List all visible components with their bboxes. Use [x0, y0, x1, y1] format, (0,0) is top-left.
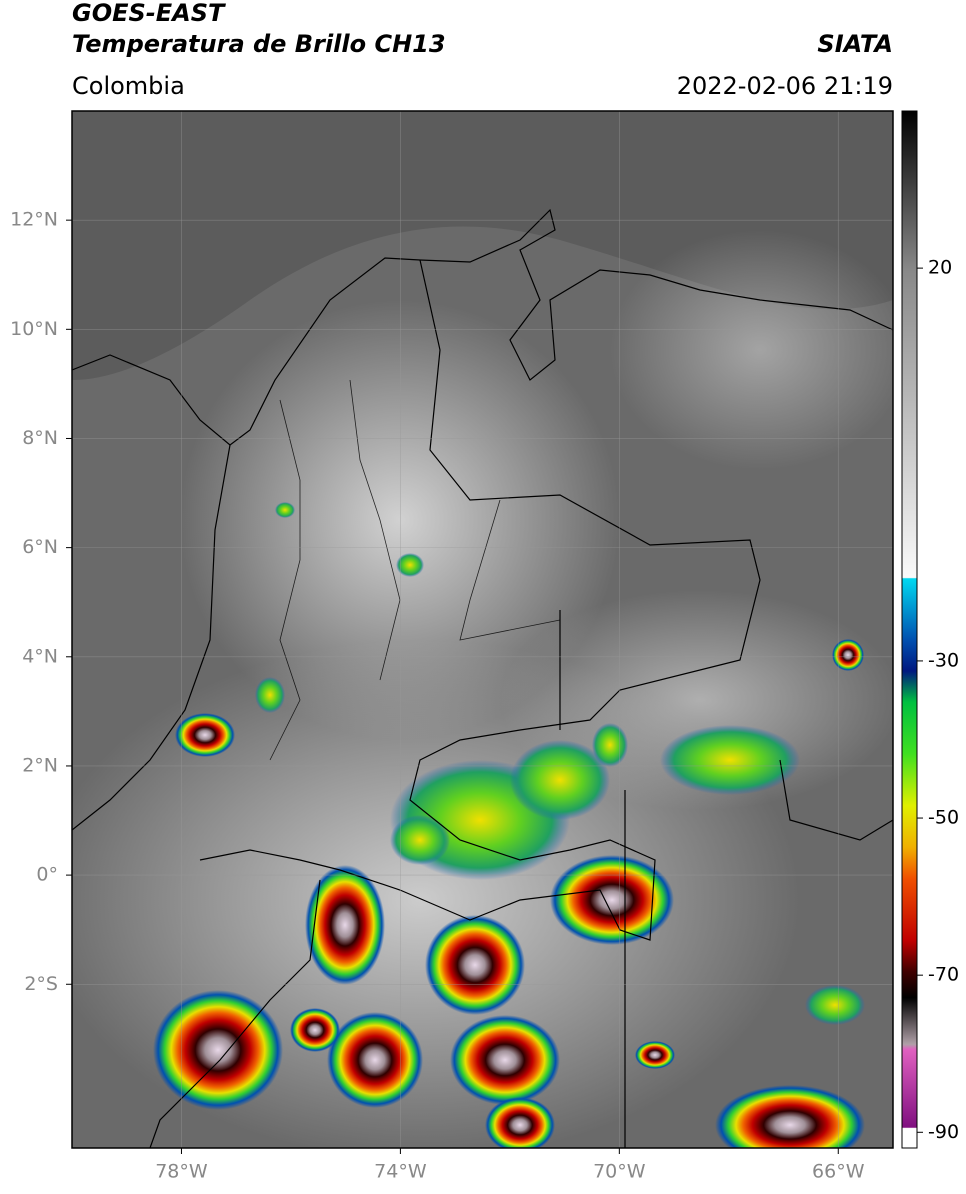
- colorbar-tick-label: -50: [928, 807, 959, 829]
- lon-tick-label: 70°W: [593, 1161, 646, 1183]
- datetime: 2022-02-06 21:19: [677, 72, 893, 100]
- subtitle: Temperatura de Brillo CH13: [72, 30, 446, 58]
- lat-tick-label: 10°N: [10, 318, 58, 340]
- lat-tick-label: 12°N: [10, 209, 58, 231]
- lat-tick-label: 0°: [36, 864, 58, 886]
- lat-tick-label: 2°S: [24, 973, 58, 995]
- map-frame: [71, 110, 894, 1149]
- lat-tick-label: 8°N: [22, 427, 58, 449]
- colorbar-tick-label: -70: [928, 964, 959, 986]
- colorbar-tick-label: 20: [928, 257, 952, 279]
- colorbar-tick-label: -30: [928, 649, 959, 671]
- source: SIATA: [817, 30, 893, 58]
- title: GOES-EAST: [72, 0, 226, 27]
- lon-tick-label: 66°W: [812, 1161, 865, 1183]
- lat-tick-label: 2°N: [22, 754, 58, 776]
- region: Colombia: [72, 72, 185, 100]
- lon-tick-label: 74°W: [374, 1161, 427, 1183]
- colorbar-tick-label: -90: [928, 1121, 959, 1143]
- colorbar: [901, 110, 918, 1149]
- lon-tick-label: 78°W: [155, 1161, 208, 1183]
- map-image: [72, 111, 893, 1148]
- lat-tick-label: 6°N: [22, 536, 58, 558]
- lat-tick-label: 4°N: [22, 645, 58, 667]
